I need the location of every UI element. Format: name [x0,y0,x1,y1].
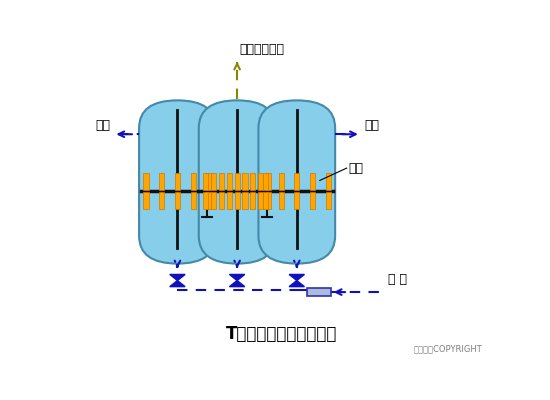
Text: 东方仿真COPYRIGHT: 东方仿真COPYRIGHT [414,344,482,353]
Bar [250,173,255,190]
Bar [219,192,224,209]
Bar [266,173,271,190]
Bar [211,192,216,209]
Bar [203,192,208,209]
Bar [263,192,268,209]
Bar [294,173,299,190]
Bar [211,173,216,190]
Bar [263,173,268,190]
FancyBboxPatch shape [139,100,216,264]
Bar [206,192,211,209]
Bar [258,192,263,209]
Polygon shape [229,280,245,287]
Text: 进 水: 进 水 [388,273,408,286]
Text: 转刷: 转刷 [348,162,363,175]
Bar [326,173,331,190]
Bar [227,173,232,190]
Bar [234,192,240,209]
Bar [159,173,164,190]
Bar [206,173,211,190]
Bar [310,173,315,190]
Polygon shape [289,274,305,280]
Bar [294,192,299,209]
Text: 出水: 出水 [364,119,379,132]
Polygon shape [229,274,245,280]
Bar [144,173,149,190]
Bar [175,173,180,190]
Bar [159,192,164,209]
Bar [326,192,331,209]
Bar [144,192,149,209]
Polygon shape [170,280,185,287]
Text: T型氧化沟系统工艺流程: T型氧化沟系统工艺流程 [226,326,338,344]
Bar [203,173,208,190]
Bar [234,173,240,190]
Bar [219,173,224,190]
Bar [266,192,271,209]
Bar [175,192,180,209]
Bar [278,173,284,190]
Text: 出水: 出水 [95,119,111,132]
Text: 剩余污泥排放: 剩余污泥排放 [239,43,284,56]
Bar [310,192,315,209]
Bar [307,288,331,296]
Polygon shape [170,274,185,280]
Bar [278,192,284,209]
Bar [191,173,196,190]
Bar [243,173,248,190]
FancyBboxPatch shape [199,100,276,264]
FancyBboxPatch shape [258,100,335,264]
Bar [243,192,248,209]
Polygon shape [289,280,305,287]
Bar [191,192,196,209]
Bar [258,173,263,190]
Bar [250,192,255,209]
Bar [227,192,232,209]
